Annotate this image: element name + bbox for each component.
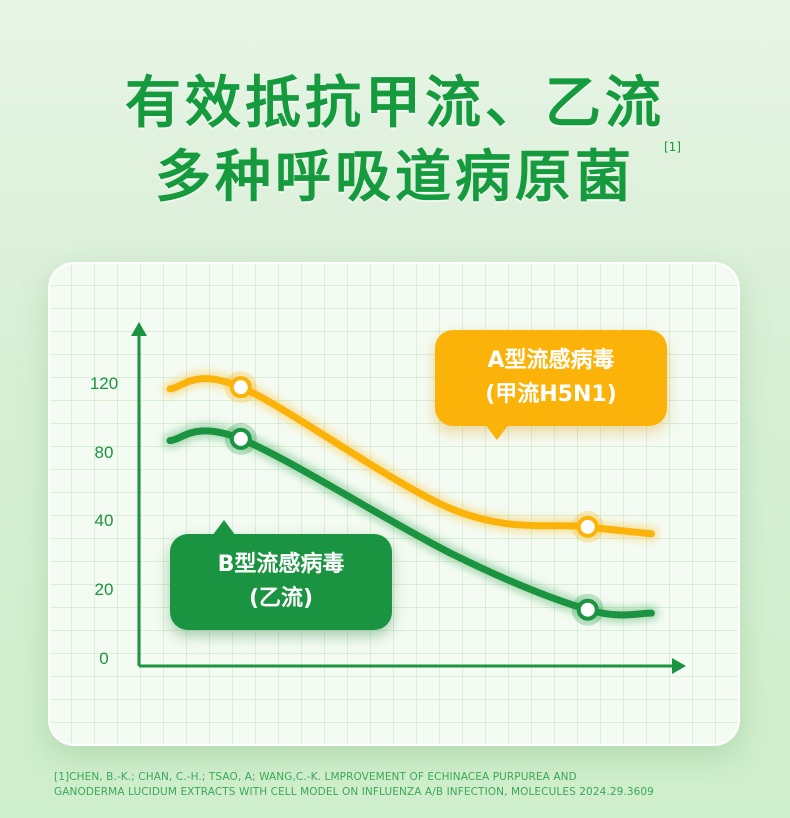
series-b-label-line2: (乙流) xyxy=(248,586,314,611)
data-point-marker xyxy=(576,598,599,621)
series-b-label-line1: B型流感病毒 xyxy=(217,552,345,577)
series-a-label-line1: A型流感病毒 xyxy=(487,348,615,373)
reference-footnote: [1]CHEN, B.-K.; CHAN, C.-H.; TSAO, A; WA… xyxy=(54,770,754,800)
y-tick-label: 20 xyxy=(95,580,114,599)
data-point-marker xyxy=(229,427,252,450)
y-tick-label: 120 xyxy=(90,374,118,393)
y-tick-label: 40 xyxy=(95,511,114,530)
y-tick-label: 0 xyxy=(99,649,108,668)
y-axis-arrow xyxy=(131,322,147,336)
title-line-1: 有效抵抗甲流、乙流 xyxy=(125,71,665,136)
series-a-label-line2: (甲流H5N1) xyxy=(485,382,617,407)
series-a-label-bubble: A型流感病毒 (甲流H5N1) xyxy=(435,330,667,440)
reference-mark: [1] xyxy=(664,140,681,154)
series-b-label-bubble: B型流感病毒 (乙流) xyxy=(170,520,392,630)
title-line-2: 多种呼吸道病原菌 xyxy=(155,145,635,210)
footnote-line-2: GANODERMA LUCIDUM EXTRACTS WITH CELL MOD… xyxy=(54,786,654,798)
data-point-marker xyxy=(229,376,252,399)
y-tick-label: 80 xyxy=(95,443,114,462)
x-axis-arrow xyxy=(672,658,686,674)
data-point-marker xyxy=(576,515,599,538)
footnote-line-1: [1]CHEN, B.-K.; CHAN, C.-H.; TSAO, A; WA… xyxy=(54,771,577,783)
